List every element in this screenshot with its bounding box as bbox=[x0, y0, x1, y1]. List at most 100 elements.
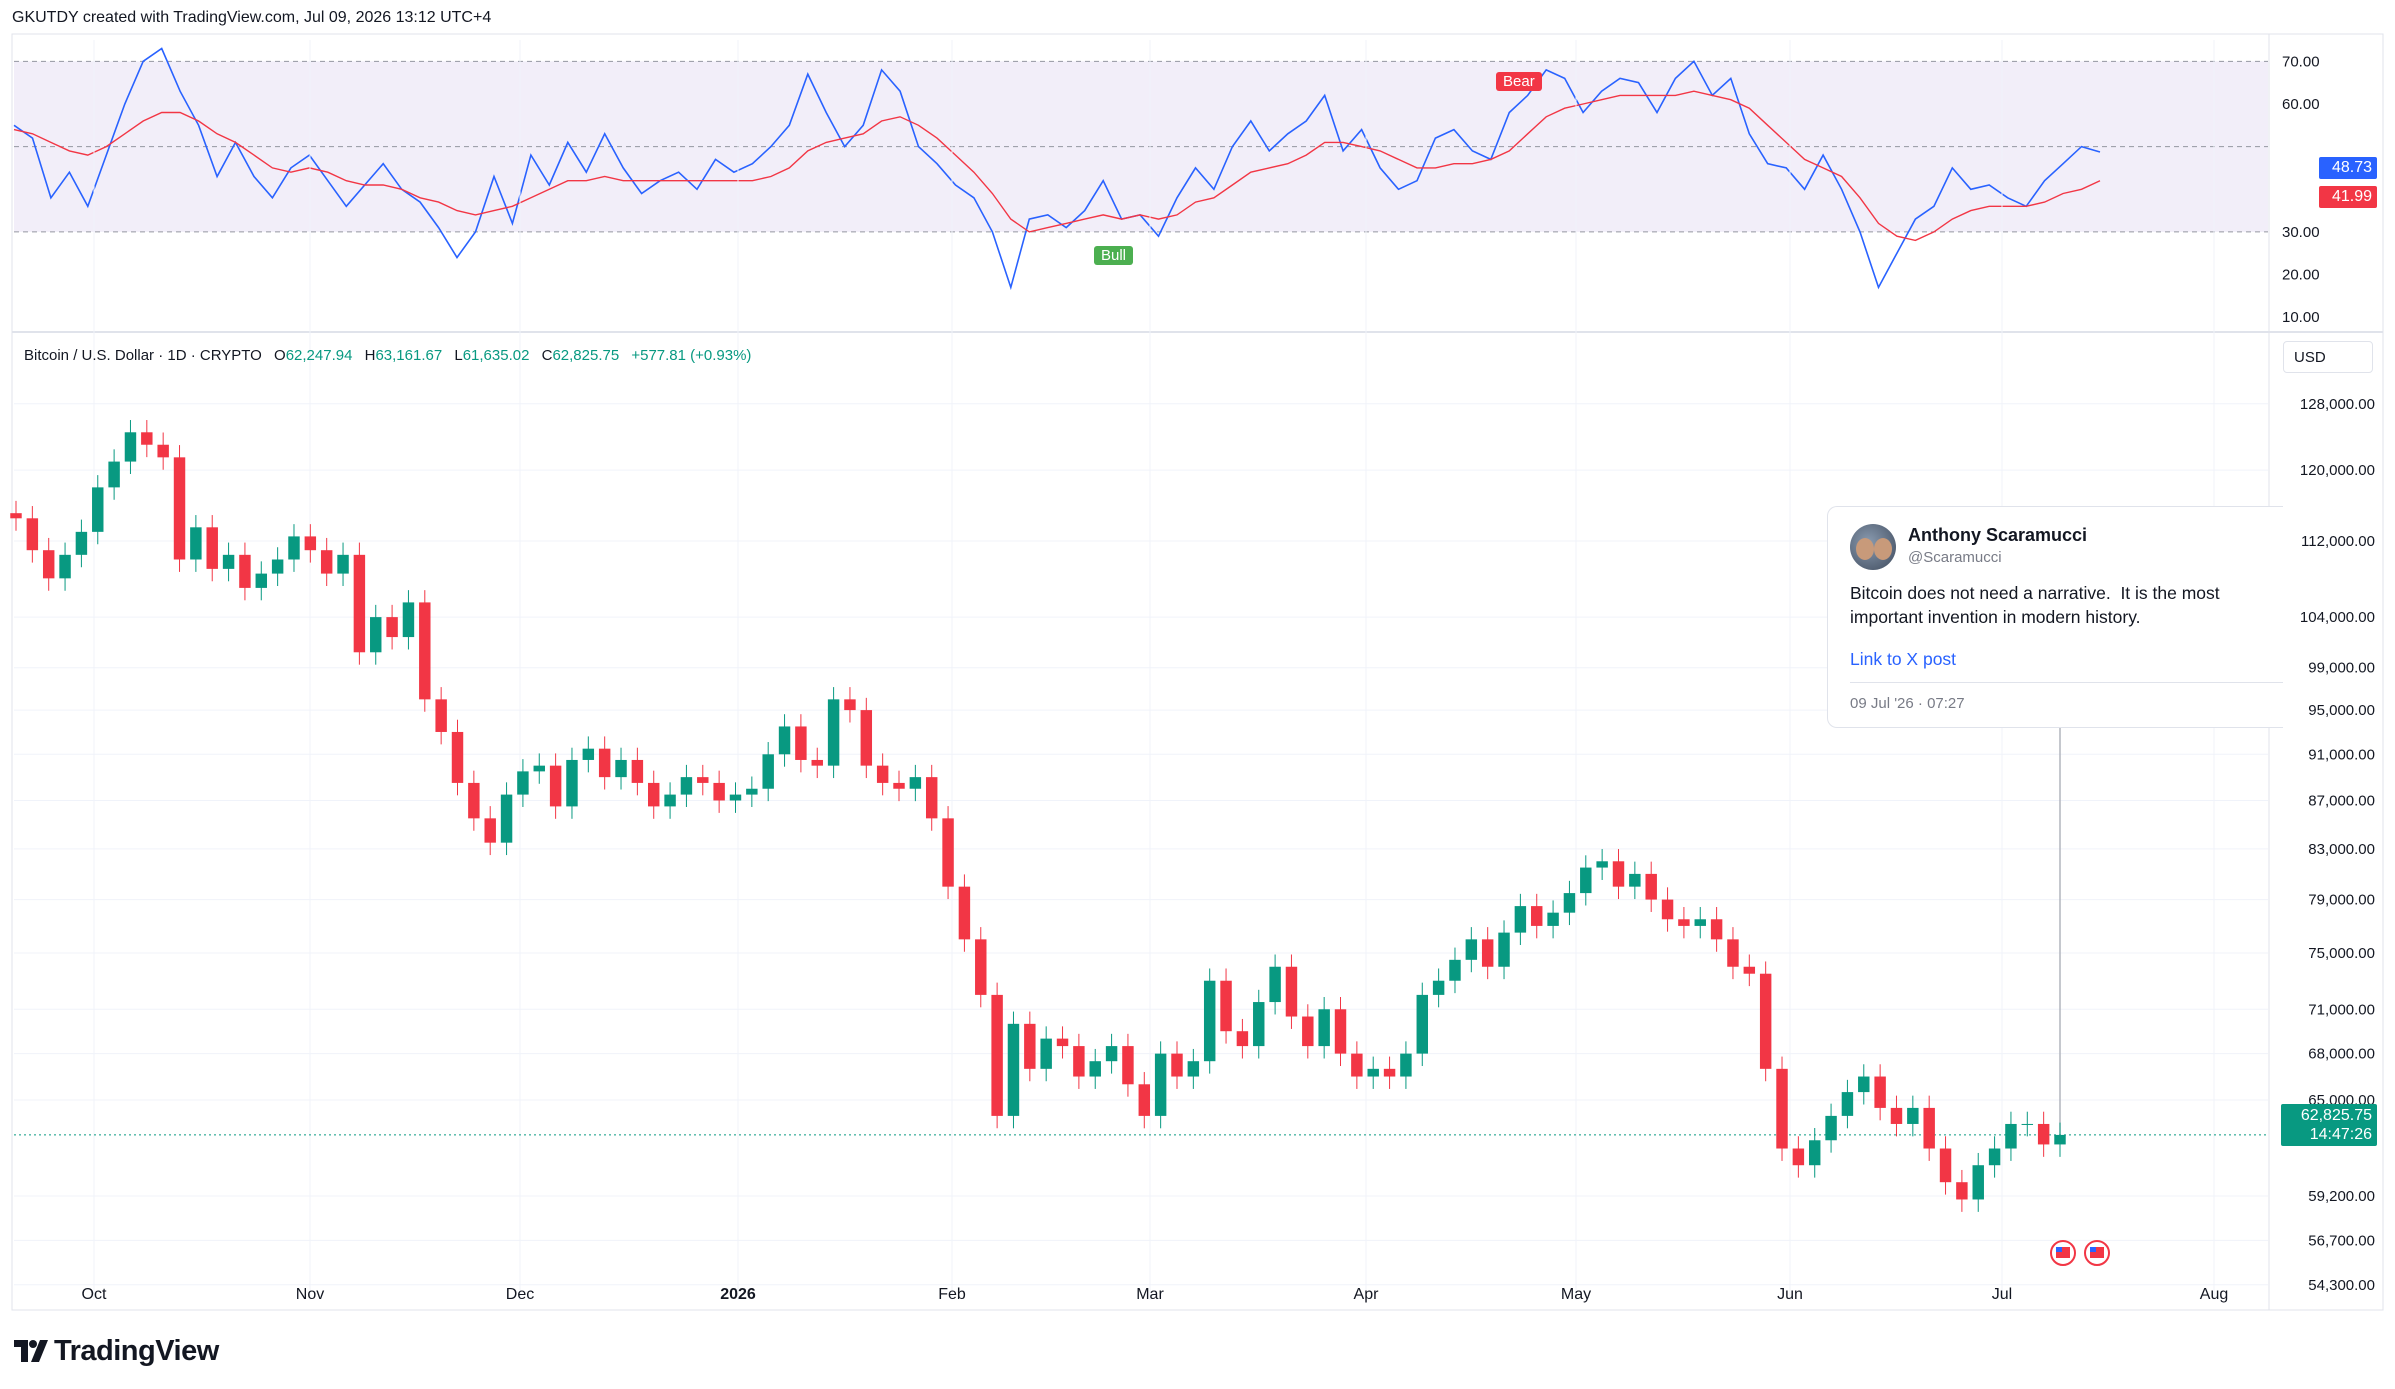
candle-body bbox=[1531, 906, 1543, 926]
candle-body bbox=[173, 457, 186, 560]
candle-body bbox=[566, 759, 578, 807]
candle-body bbox=[1007, 1023, 1020, 1116]
candle-body bbox=[1465, 939, 1478, 960]
candle-body bbox=[631, 759, 644, 783]
rsi-line bbox=[13, 47, 2101, 291]
candle-body bbox=[1678, 919, 1690, 926]
candle-body bbox=[844, 699, 856, 711]
candle-body bbox=[942, 818, 954, 887]
time-axis-tick: Nov bbox=[296, 1286, 324, 1303]
candle-body bbox=[271, 559, 284, 574]
last-price: 62,825.75 bbox=[2300, 1107, 2372, 1124]
candle-body bbox=[353, 554, 366, 653]
candle-body bbox=[288, 536, 300, 560]
candle-body bbox=[222, 554, 235, 569]
candle-body bbox=[1907, 1107, 1919, 1124]
candle-body bbox=[468, 782, 480, 819]
time-axis-tick: Apr bbox=[1354, 1286, 1380, 1303]
time-axis-tick: Mar bbox=[1136, 1286, 1164, 1303]
candle-body bbox=[92, 487, 104, 532]
candle-body bbox=[991, 994, 1003, 1116]
candle-body bbox=[1334, 1009, 1347, 1054]
candle-body bbox=[75, 531, 88, 555]
candle-body bbox=[1629, 873, 1641, 887]
tweet-avatar bbox=[1850, 524, 1896, 570]
tradingview-logo-icon bbox=[14, 1335, 48, 1368]
time-axis-tick: Aug bbox=[2200, 1286, 2228, 1303]
candle-body bbox=[1138, 1084, 1151, 1116]
us-flag-stripes bbox=[2056, 1247, 2070, 1258]
candle-body bbox=[1710, 919, 1723, 940]
price-axis-tick: 120,000.00 bbox=[2300, 462, 2375, 479]
candle-body bbox=[697, 777, 709, 783]
candle-body bbox=[1187, 1061, 1200, 1077]
candle-body bbox=[206, 527, 218, 569]
candle-body bbox=[370, 617, 382, 653]
tweet-link[interactable]: Link to X post bbox=[1850, 649, 1957, 669]
candle-body bbox=[1923, 1107, 1935, 1149]
candle-body bbox=[517, 771, 529, 795]
candle-body bbox=[484, 818, 496, 843]
time-axis-tick: Oct bbox=[82, 1286, 107, 1303]
price-axis-tick: 95,000.00 bbox=[2308, 702, 2375, 719]
candle-body bbox=[2021, 1123, 2034, 1125]
candle-body bbox=[124, 432, 137, 462]
price-axis-tick: 112,000.00 bbox=[2301, 533, 2375, 550]
candle-body bbox=[1056, 1038, 1069, 1047]
price-axis-tick: 91,000.00 bbox=[2308, 746, 2375, 763]
candle-body bbox=[1612, 861, 1625, 887]
tweet-author-handle: @Scaramucci bbox=[1908, 549, 2002, 566]
open-label: O bbox=[274, 347, 286, 364]
tradingview-logo[interactable]: TradingView bbox=[14, 1335, 219, 1368]
candle-body bbox=[762, 754, 774, 789]
candle-body bbox=[42, 550, 55, 579]
candle-body bbox=[1514, 906, 1527, 933]
candle-body bbox=[1841, 1092, 1854, 1116]
price-axis-tick: 83,000.00 bbox=[2308, 841, 2375, 858]
candle-body bbox=[1073, 1046, 1085, 1077]
candle-body bbox=[1351, 1053, 1363, 1077]
candle-body bbox=[1563, 893, 1576, 913]
candle-body bbox=[925, 777, 938, 819]
candle-body bbox=[1808, 1140, 1821, 1166]
tweet-card[interactable]: Anthony Scaramucci @Scaramucci Bitcoin d… bbox=[1827, 506, 2283, 728]
open-value: 62,247.94 bbox=[285, 347, 353, 364]
candle-body bbox=[1694, 919, 1706, 926]
low-value: 61,635.02 bbox=[462, 347, 530, 364]
candle-body bbox=[1154, 1053, 1167, 1116]
candle-body bbox=[1645, 873, 1657, 900]
candle-body bbox=[582, 748, 595, 760]
time-axis-tick: Feb bbox=[938, 1286, 966, 1303]
last-price-tag: 62,825.75 14:47:26 bbox=[2281, 1104, 2377, 1146]
rsi-value-tag: 48.73 bbox=[2319, 157, 2377, 179]
candles bbox=[10, 420, 2066, 1212]
tweet-timestamp: 09 Jul '26 · 07:27 bbox=[1850, 695, 1965, 712]
candle-body bbox=[746, 788, 758, 795]
candle-body bbox=[729, 794, 742, 801]
candle-body bbox=[1367, 1068, 1379, 1077]
close-value: 62,825.75 bbox=[552, 347, 620, 364]
candle-body bbox=[680, 777, 693, 795]
bull-divergence-label: Bull bbox=[1094, 246, 1134, 265]
candle-body bbox=[451, 731, 464, 783]
candle-body bbox=[108, 461, 120, 488]
candle-body bbox=[1416, 994, 1428, 1054]
candle-body bbox=[239, 554, 251, 588]
us-flag-stripes bbox=[2090, 1247, 2104, 1258]
candle-body bbox=[304, 536, 317, 551]
event-flags[interactable] bbox=[2050, 1240, 2110, 1266]
candle-body bbox=[2005, 1123, 2017, 1149]
candle-body bbox=[1203, 980, 1216, 1062]
candle-body bbox=[1318, 1009, 1330, 1047]
candle-body bbox=[1792, 1148, 1805, 1166]
candle-body bbox=[1498, 932, 1510, 967]
tradingview-brand: TradingView bbox=[54, 1335, 219, 1367]
currency-selector[interactable]: USD bbox=[2283, 341, 2373, 373]
candle-body bbox=[1858, 1076, 1870, 1093]
candle-body bbox=[1580, 867, 1592, 894]
rsi-pane[interactable] bbox=[14, 60, 2268, 233]
candle-body bbox=[1253, 1002, 1265, 1047]
time-axis-tick: May bbox=[1561, 1286, 1591, 1303]
tweet-body: Bitcoin does not need a narrative. It is… bbox=[1850, 583, 2225, 627]
